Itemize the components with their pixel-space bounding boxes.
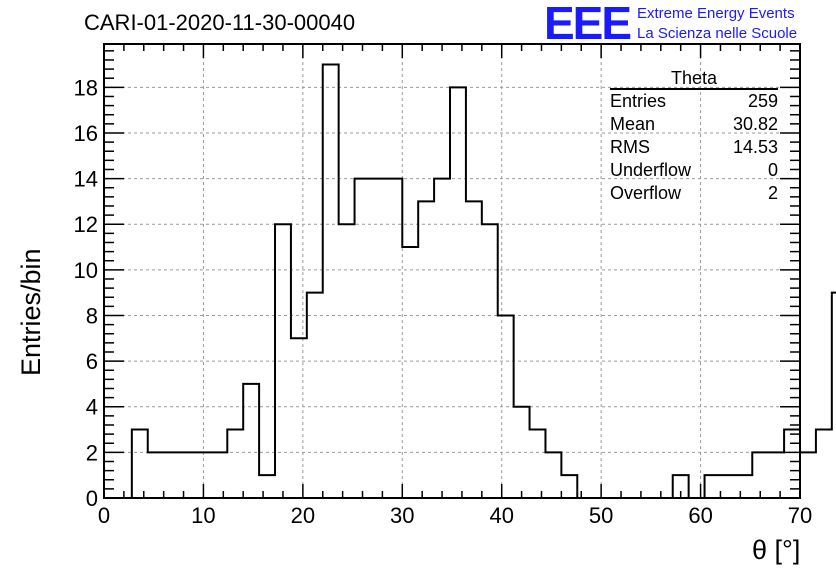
histogram-bin	[307, 293, 323, 498]
histogram-bin	[530, 430, 546, 498]
histogram-bin	[768, 452, 784, 498]
plot-frame	[103, 43, 801, 499]
x-axis-label: θ [°]	[752, 535, 801, 565]
histogram-bin	[275, 224, 291, 498]
logo-line-2: La Scienza nelle Scuole	[637, 25, 798, 42]
histogram-outline	[130, 63, 836, 499]
x-tick-label: 30	[390, 503, 414, 528]
y-tick-label: 2	[86, 440, 98, 465]
histogram-bin	[132, 430, 148, 498]
stats-value: 2	[767, 183, 778, 203]
y-tick-label: 4	[86, 395, 98, 420]
histogram-bin	[482, 224, 498, 498]
eee-logo-text: Extreme Energy Events La Scienza nelle S…	[637, 4, 797, 44]
y-tick-label: 14	[74, 167, 98, 192]
histogram-bin	[291, 338, 307, 498]
stats-row-rms: RMS 14.53	[610, 136, 778, 159]
stats-value: 30.82	[732, 114, 778, 134]
stats-row-entries: Entries 259	[610, 90, 778, 113]
x-tick-label: 0	[98, 503, 110, 528]
histogram-bin	[450, 87, 466, 498]
histogram-bin	[561, 475, 577, 498]
histogram-bin	[211, 452, 227, 498]
axis-ticks	[103, 44, 801, 499]
histogram-bin	[164, 452, 180, 498]
histogram-bin	[800, 452, 816, 498]
stats-value: 259	[747, 91, 778, 111]
x-tick-label: 40	[489, 503, 513, 528]
eee-logo: EEE	[544, 0, 632, 49]
stats-row-underflow: Underflow 0	[610, 159, 778, 182]
logo-line-1: Extreme Energy Events	[637, 5, 795, 22]
stats-box: Theta Entries 259 Mean 30.82 RMS 14.53 U…	[610, 68, 778, 205]
stats-value: 0	[767, 160, 778, 180]
histogram-bin	[466, 201, 482, 498]
y-tick-label: 10	[74, 258, 98, 283]
histogram-bin	[227, 430, 243, 498]
y-tick-label: 12	[74, 212, 98, 237]
stats-label: RMS	[610, 137, 650, 157]
plot-title: CARI-01-2020-11-30-00040	[84, 10, 356, 35]
y-tick-label: 0	[86, 486, 98, 511]
histogram-bin	[514, 407, 530, 498]
histogram-bin	[355, 179, 371, 498]
histogram-bin	[243, 384, 259, 498]
histogram-bin	[736, 475, 752, 498]
histogram-bin	[720, 475, 736, 498]
x-tick-label: 70	[788, 503, 812, 528]
stats-label: Overflow	[610, 183, 682, 203]
histogram-bin	[259, 475, 275, 498]
x-tick-label: 60	[688, 503, 712, 528]
stats-value: 14.53	[732, 137, 778, 157]
histogram-bin	[370, 179, 386, 498]
histogram-bin	[418, 201, 434, 498]
histogram-bin	[339, 224, 355, 498]
histogram-bin	[784, 430, 800, 498]
histogram-bin	[816, 430, 832, 498]
histogram-bin	[434, 179, 450, 498]
y-tick-label: 16	[74, 121, 98, 146]
histogram-bin	[545, 452, 561, 498]
x-tick-label: 50	[589, 503, 613, 528]
stats-name: Theta	[610, 68, 778, 90]
y-axis-label-wrap: Entries/bin	[8, 180, 46, 376]
y-axis-label: Entries/bin	[16, 248, 46, 376]
histogram-bin	[323, 65, 339, 498]
histogram-bin	[180, 452, 196, 498]
stats-label: Mean	[610, 114, 656, 134]
y-tick-label: 18	[74, 75, 98, 100]
stats-label: Entries	[610, 91, 667, 111]
x-tick-label: 20	[291, 503, 315, 528]
stats-row-mean: Mean 30.82	[610, 113, 778, 136]
histogram-bin	[705, 475, 721, 498]
y-tick-label: 8	[86, 303, 98, 328]
histogram-bin	[402, 247, 418, 498]
y-tick-label: 6	[86, 349, 98, 374]
x-tick-label: 10	[191, 503, 215, 528]
histogram-series	[130, 63, 836, 499]
histogram-bin	[386, 179, 402, 498]
histogram-bin	[498, 315, 514, 498]
histogram-bin	[148, 452, 164, 498]
stats-row-overflow: Overflow 2	[610, 182, 778, 205]
stats-label: Underflow	[610, 160, 692, 180]
